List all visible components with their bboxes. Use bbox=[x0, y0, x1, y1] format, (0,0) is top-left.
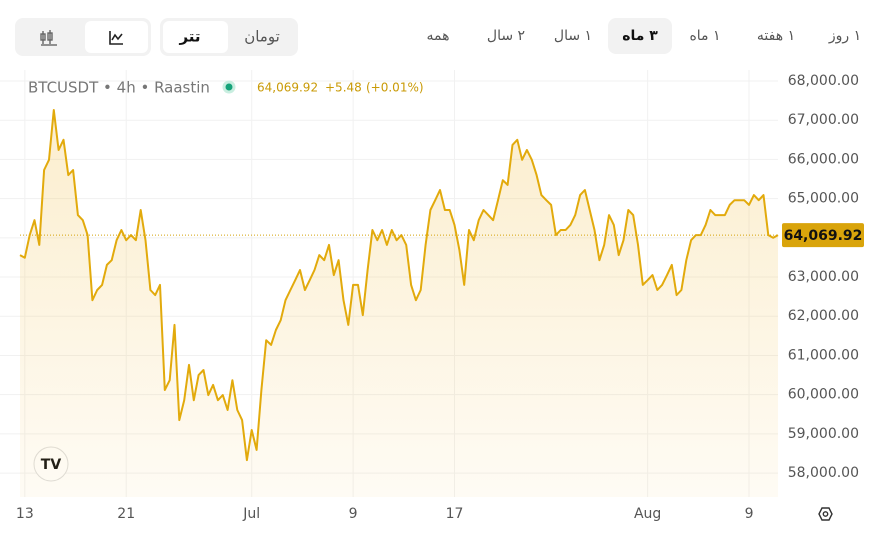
range-selected-bg bbox=[608, 18, 672, 54]
area bbox=[20, 110, 778, 497]
line-icon[interactable] bbox=[109, 31, 123, 45]
y-tick-label: 61,000.00 bbox=[788, 347, 859, 363]
range-button[interactable]: ۳ ماه bbox=[622, 28, 658, 44]
price-tag-label: 64,069.92 bbox=[784, 228, 863, 244]
x-tick-label: 17 bbox=[446, 506, 464, 522]
y-tick-label: 58,000.00 bbox=[788, 465, 859, 481]
line bbox=[19, 109, 779, 462]
x-tick-label: Aug bbox=[634, 506, 661, 522]
y-tick-label: 63,000.00 bbox=[788, 269, 859, 285]
y-tick-label: 67,000.00 bbox=[788, 112, 859, 128]
legend-change: +5.48 bbox=[325, 81, 362, 95]
y-tick-label: 68,000.00 bbox=[788, 73, 859, 89]
legend-price: 64,069.92 bbox=[257, 81, 318, 95]
x-tick-label: 21 bbox=[117, 506, 135, 522]
legend-label: BTCUSDT • 4h • Raastin bbox=[28, 79, 210, 97]
settings-icon[interactable] bbox=[818, 507, 833, 521]
y-tick-label: 66,000.00 bbox=[788, 151, 859, 167]
x-tick-label: 13 bbox=[16, 506, 34, 522]
range-button[interactable]: همه bbox=[427, 28, 450, 44]
y-tick-label: 62,000.00 bbox=[788, 308, 859, 324]
status-dot bbox=[222, 80, 236, 94]
price-tag bbox=[782, 223, 864, 248]
legend-change-pct: (+0.01%) bbox=[366, 81, 424, 95]
range-button[interactable]: ۱ روز bbox=[828, 28, 861, 44]
currency-selected-bg bbox=[163, 21, 228, 53]
x-tick-label: 9 bbox=[349, 506, 358, 522]
x-tick-label: Jul bbox=[242, 506, 260, 522]
y-tick-label: 65,000.00 bbox=[788, 191, 859, 207]
currency-button[interactable]: تتر bbox=[178, 28, 200, 46]
range-button[interactable]: ۱ سال bbox=[554, 28, 592, 44]
y-tick-label: 59,000.00 bbox=[788, 426, 859, 442]
candle-icon[interactable] bbox=[40, 30, 57, 46]
x-tick-label: 9 bbox=[745, 506, 754, 522]
range-button[interactable]: ۱ هفته bbox=[757, 28, 795, 44]
currency-button[interactable]: تومان bbox=[244, 28, 280, 46]
y-tick-label: 60,000.00 bbox=[788, 387, 859, 403]
range-button[interactable]: ۲ سال bbox=[487, 28, 525, 44]
range-button[interactable]: ۱ ماه bbox=[689, 28, 720, 44]
